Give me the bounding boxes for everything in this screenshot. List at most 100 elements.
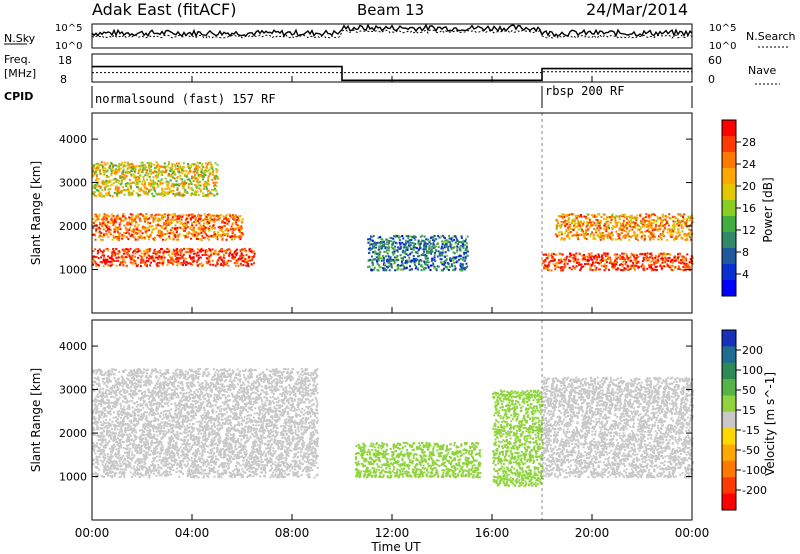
power-cell (580, 215, 583, 218)
power-cell (157, 169, 160, 172)
power-cell (409, 265, 411, 268)
power-cell (112, 164, 115, 167)
power-cell (113, 191, 116, 194)
power-cell (662, 259, 665, 262)
power-cell (190, 257, 193, 260)
power-cell (190, 183, 193, 186)
power-cell (631, 234, 634, 237)
power-cell (613, 266, 616, 269)
velocity-cell (232, 470, 234, 473)
power-cell (200, 214, 203, 217)
power-cell (592, 237, 595, 240)
power-cell (661, 256, 664, 259)
power-cell (218, 250, 220, 253)
power-cell (248, 248, 251, 251)
power-cell (115, 189, 118, 192)
power-cell (113, 230, 116, 233)
power-cell (128, 222, 131, 225)
power-cell (585, 217, 588, 220)
power-cell (154, 252, 157, 255)
power-cell (458, 246, 460, 249)
power-cell (111, 163, 114, 166)
power-cell (156, 163, 159, 166)
power-cell (99, 172, 102, 175)
power-cell (228, 213, 231, 216)
power-cell (171, 251, 174, 254)
power-cell (104, 171, 107, 174)
power-cell (102, 194, 105, 197)
power-cell (145, 260, 148, 262)
power-cell (424, 248, 427, 251)
power-cell (92, 250, 95, 253)
power-cell (409, 246, 412, 249)
power-cell (624, 267, 627, 270)
power-cell (189, 225, 192, 228)
power-cell (159, 182, 162, 185)
power-cell (378, 257, 381, 260)
power-cell (408, 260, 411, 263)
power-cell (420, 269, 423, 272)
power-cell (632, 255, 635, 258)
power-cell (587, 223, 589, 226)
power-cell (206, 261, 208, 264)
power-cell (397, 259, 400, 261)
power-cell (209, 263, 212, 266)
power-cell (578, 222, 581, 225)
power-cell (193, 163, 196, 166)
power-cell (207, 219, 210, 222)
power-cell (157, 179, 160, 182)
power-cell (175, 193, 178, 196)
power-cell (204, 226, 207, 229)
power-cell (128, 183, 131, 186)
power-cell (634, 217, 637, 220)
power-cell (153, 260, 156, 263)
power-cell (597, 229, 600, 232)
power-cell (679, 221, 682, 224)
power-cell (445, 240, 448, 243)
power-cell (671, 264, 674, 267)
power-cell (378, 246, 381, 249)
velocity-cell (303, 441, 306, 444)
power-cell (378, 255, 381, 258)
power-cell (163, 165, 166, 168)
power-cell (661, 265, 664, 268)
power-cell (96, 263, 99, 266)
power-cell (646, 226, 649, 229)
power-cell (146, 250, 149, 253)
power-cell (171, 261, 174, 264)
power-cell (102, 171, 105, 174)
power-cell (560, 259, 563, 262)
power-cell (438, 265, 440, 268)
power-cell (106, 226, 109, 229)
power-cell (166, 193, 169, 196)
power-cell (442, 234, 444, 237)
velocity-cell (113, 396, 116, 399)
power-cell (592, 236, 595, 239)
power-cell (542, 253, 545, 256)
power-cell (684, 234, 687, 237)
power-cell (202, 192, 204, 195)
power-cell (567, 218, 570, 221)
power-cell (177, 260, 180, 263)
velocity-cell (261, 464, 263, 467)
power-cell (167, 173, 170, 176)
power-cell (175, 260, 178, 263)
power-cell (110, 170, 113, 173)
power-cell (193, 233, 196, 236)
power-cell (157, 213, 160, 216)
power-cell (673, 255, 676, 258)
power-cell (117, 252, 119, 255)
power-cell (142, 184, 145, 187)
power-cell (111, 213, 113, 216)
power-cell (231, 254, 234, 257)
power-cell (146, 218, 149, 221)
power-cell (563, 258, 566, 261)
power-cell (605, 264, 608, 267)
power-cell (123, 252, 126, 255)
power-cell (103, 213, 106, 216)
power-cell (568, 225, 571, 228)
power-cell (135, 217, 138, 220)
power-cell (179, 222, 182, 225)
velocity-cell (92, 426, 95, 429)
